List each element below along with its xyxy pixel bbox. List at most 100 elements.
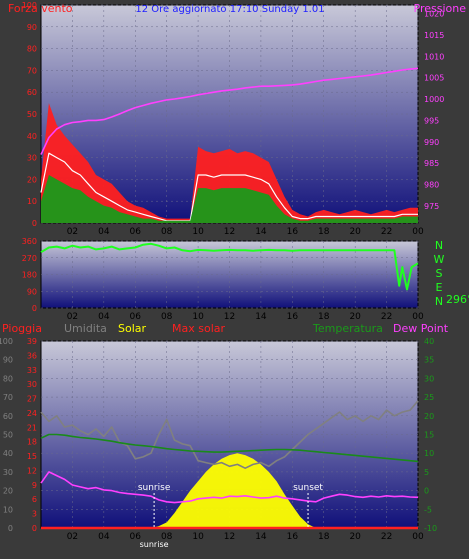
x-tick-label: 00 — [412, 312, 424, 322]
y-tick-label: 30 — [3, 468, 13, 477]
series-pressure — [40, 67, 419, 155]
x-tick-label: 04 — [98, 532, 110, 542]
x-tick-label: 10 — [192, 532, 204, 542]
y-tick-label: 50 — [3, 431, 13, 440]
y-tick-label: 10 — [424, 449, 434, 458]
x-tick-label: 16 — [287, 227, 299, 237]
y-tick-label: 15 — [27, 452, 37, 461]
wind-chart-title: 12 Ore aggiornato 17:10 Sunday 1.01 — [135, 4, 324, 15]
x-tick-label: 08 — [161, 227, 173, 237]
y-tick-label: 0 — [424, 487, 429, 496]
x-tick-label: 16 — [287, 532, 299, 542]
y-tick-label: 90 — [27, 287, 37, 296]
y-tick-label: 0 — [8, 524, 13, 533]
x-tick-label: 06 — [130, 312, 142, 322]
temperature-label: Temperatura — [312, 322, 383, 335]
y-tick-label: -5 — [424, 505, 432, 514]
y-tick-label: 1005 — [424, 74, 444, 83]
climate-plot-series — [40, 400, 419, 530]
y-tick-label: 100 — [22, 1, 37, 10]
x-tick-label: 20 — [349, 227, 361, 237]
y-tick-label: 10 — [27, 197, 37, 206]
y-tick-label: -10 — [424, 524, 437, 533]
x-tick-label: 20 — [349, 312, 361, 322]
x-tick-label: 06 — [130, 532, 142, 542]
y-tick-label: 12 — [27, 466, 37, 475]
x-tick-label: 08 — [161, 532, 173, 542]
y-tick-label: 18 — [27, 438, 37, 447]
x-tick-label: 22 — [381, 532, 392, 542]
y-tick-label: 27 — [27, 395, 37, 404]
series-wind_gust — [41, 103, 418, 223]
y-tick-label: 90 — [27, 23, 37, 32]
y-tick-label: 30 — [27, 380, 37, 389]
sunrise-label: sunrise — [138, 483, 171, 493]
x-tick-label: 18 — [318, 227, 330, 237]
y-tick-label: 100 — [0, 337, 13, 346]
x-tick-label: 12 — [224, 532, 235, 542]
y-tick-label: 975 — [424, 202, 439, 211]
y-tick-label: 30 — [424, 374, 434, 383]
compass-letter: E — [436, 281, 443, 294]
y-tick-label: 33 — [27, 366, 37, 375]
y-tick-label: 30 — [27, 154, 37, 163]
humidity-label: Umidita — [64, 322, 107, 335]
current-direction: 296° — [446, 293, 469, 306]
y-tick-label: 0 — [32, 219, 37, 228]
direction-plot-grid — [41, 240, 419, 309]
x-tick-label: 16 — [287, 312, 299, 322]
y-tick-label: 990 — [424, 138, 439, 147]
y-tick-label: 1015 — [424, 31, 444, 40]
x-tick-label: 20 — [349, 532, 361, 542]
series-temperature — [40, 433, 419, 463]
series-direction — [40, 242, 419, 291]
y-tick-label: 39 — [27, 337, 37, 346]
compass-letter: S — [436, 267, 443, 280]
x-tick-label: 00 — [412, 532, 424, 542]
series-humidity — [40, 400, 419, 470]
y-tick-label: 70 — [27, 66, 37, 75]
y-tick-label: 36 — [27, 351, 37, 360]
x-tick-label: 04 — [98, 312, 110, 322]
compass-letter: W — [434, 253, 445, 266]
dew-point-label: Dew Point — [393, 322, 449, 335]
x-tick-label: 14 — [255, 227, 267, 237]
compass-letter: N — [435, 239, 443, 252]
y-tick-label: 40 — [27, 132, 37, 141]
x-tick-label: 02 — [67, 312, 78, 322]
y-tick-label: 270 — [22, 254, 37, 263]
wind-plot-series — [40, 67, 419, 223]
wind-plot-axes: 02 04 06 08 10 12 14 16 18 20 22 000102030405060708… — [22, 1, 445, 237]
series-wind_mean — [41, 175, 418, 223]
x-tick-label: 22 — [381, 227, 392, 237]
x-tick-label: 14 — [255, 312, 267, 322]
y-tick-label: 360 — [22, 237, 37, 246]
y-tick-label: 5 — [424, 468, 429, 477]
y-tick-label: 80 — [3, 374, 13, 383]
pressure-right-label: Pressione — [414, 2, 467, 15]
y-tick-label: 9 — [32, 481, 37, 490]
y-tick-label: 50 — [27, 110, 37, 119]
y-tick-label: 20 — [424, 412, 434, 421]
y-tick-label: 0 — [32, 524, 37, 533]
x-tick-label: 12 — [224, 312, 235, 322]
x-tick-label: 08 — [161, 312, 173, 322]
sunrise-axis-label: sunrise — [140, 540, 169, 549]
x-tick-label: 22 — [381, 312, 392, 322]
y-tick-label: 20 — [27, 175, 37, 184]
climate-plot-axes: 02 04 06 08 10 12 14 16 18 20 22 000102030405060708… — [0, 337, 437, 542]
y-tick-label: 40 — [3, 449, 13, 458]
wind-left-label: Forza vento — [8, 2, 73, 15]
y-tick-label: 20 — [3, 487, 13, 496]
y-tick-label: 70 — [3, 393, 13, 402]
y-tick-label: 995 — [424, 116, 439, 125]
x-tick-label: 14 — [255, 532, 267, 542]
x-tick-label: 04 — [98, 227, 110, 237]
x-tick-label: 12 — [224, 227, 235, 237]
solar-label: Solar — [118, 322, 147, 335]
y-tick-label: 35 — [424, 356, 434, 365]
y-tick-label: 24 — [27, 409, 37, 418]
x-tick-label: 06 — [130, 227, 142, 237]
